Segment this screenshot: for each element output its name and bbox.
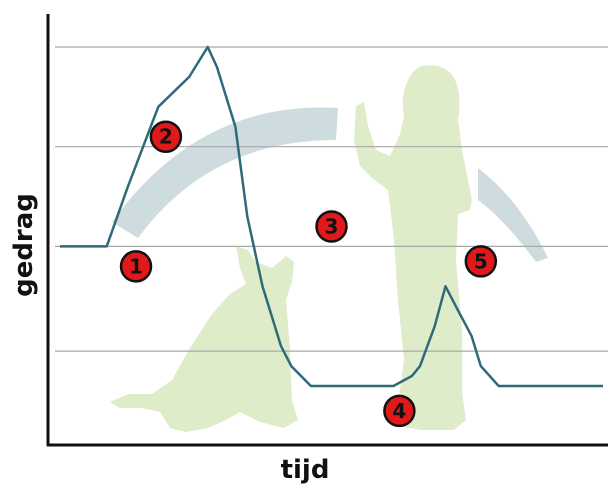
x-axis-label: tijd bbox=[281, 455, 330, 485]
marker-circle-1 bbox=[119, 250, 153, 283]
marker-label-2: 2 bbox=[159, 125, 173, 149]
y-axis-label: gedrag bbox=[9, 193, 39, 297]
marker-label-3: 3 bbox=[325, 214, 339, 238]
background-decoration bbox=[110, 65, 548, 432]
marker-5: 5 bbox=[464, 245, 498, 278]
marker-label-4: 4 bbox=[392, 399, 406, 423]
grid-lines bbox=[55, 46, 608, 352]
arc-right-decoration bbox=[478, 168, 548, 262]
marker-circle-2 bbox=[149, 120, 183, 153]
point-markers: 1 2 3 4 5 bbox=[119, 120, 498, 428]
dog-silhouette-icon bbox=[110, 246, 298, 432]
trainer-silhouette-icon bbox=[354, 65, 472, 430]
arc-left-decoration bbox=[112, 107, 338, 238]
marker-2: 2 bbox=[149, 120, 183, 153]
marker-4: 4 bbox=[383, 394, 416, 428]
marker-1: 1 bbox=[119, 250, 153, 283]
marker-label-5: 5 bbox=[474, 249, 488, 273]
marker-circle-5 bbox=[464, 245, 498, 278]
axes bbox=[46, 14, 608, 447]
marker-label-1: 1 bbox=[129, 254, 143, 278]
marker-circle-3 bbox=[315, 210, 348, 243]
marker-3: 3 bbox=[315, 210, 348, 243]
series-line bbox=[60, 45, 603, 388]
marker-circle-4 bbox=[383, 394, 416, 428]
